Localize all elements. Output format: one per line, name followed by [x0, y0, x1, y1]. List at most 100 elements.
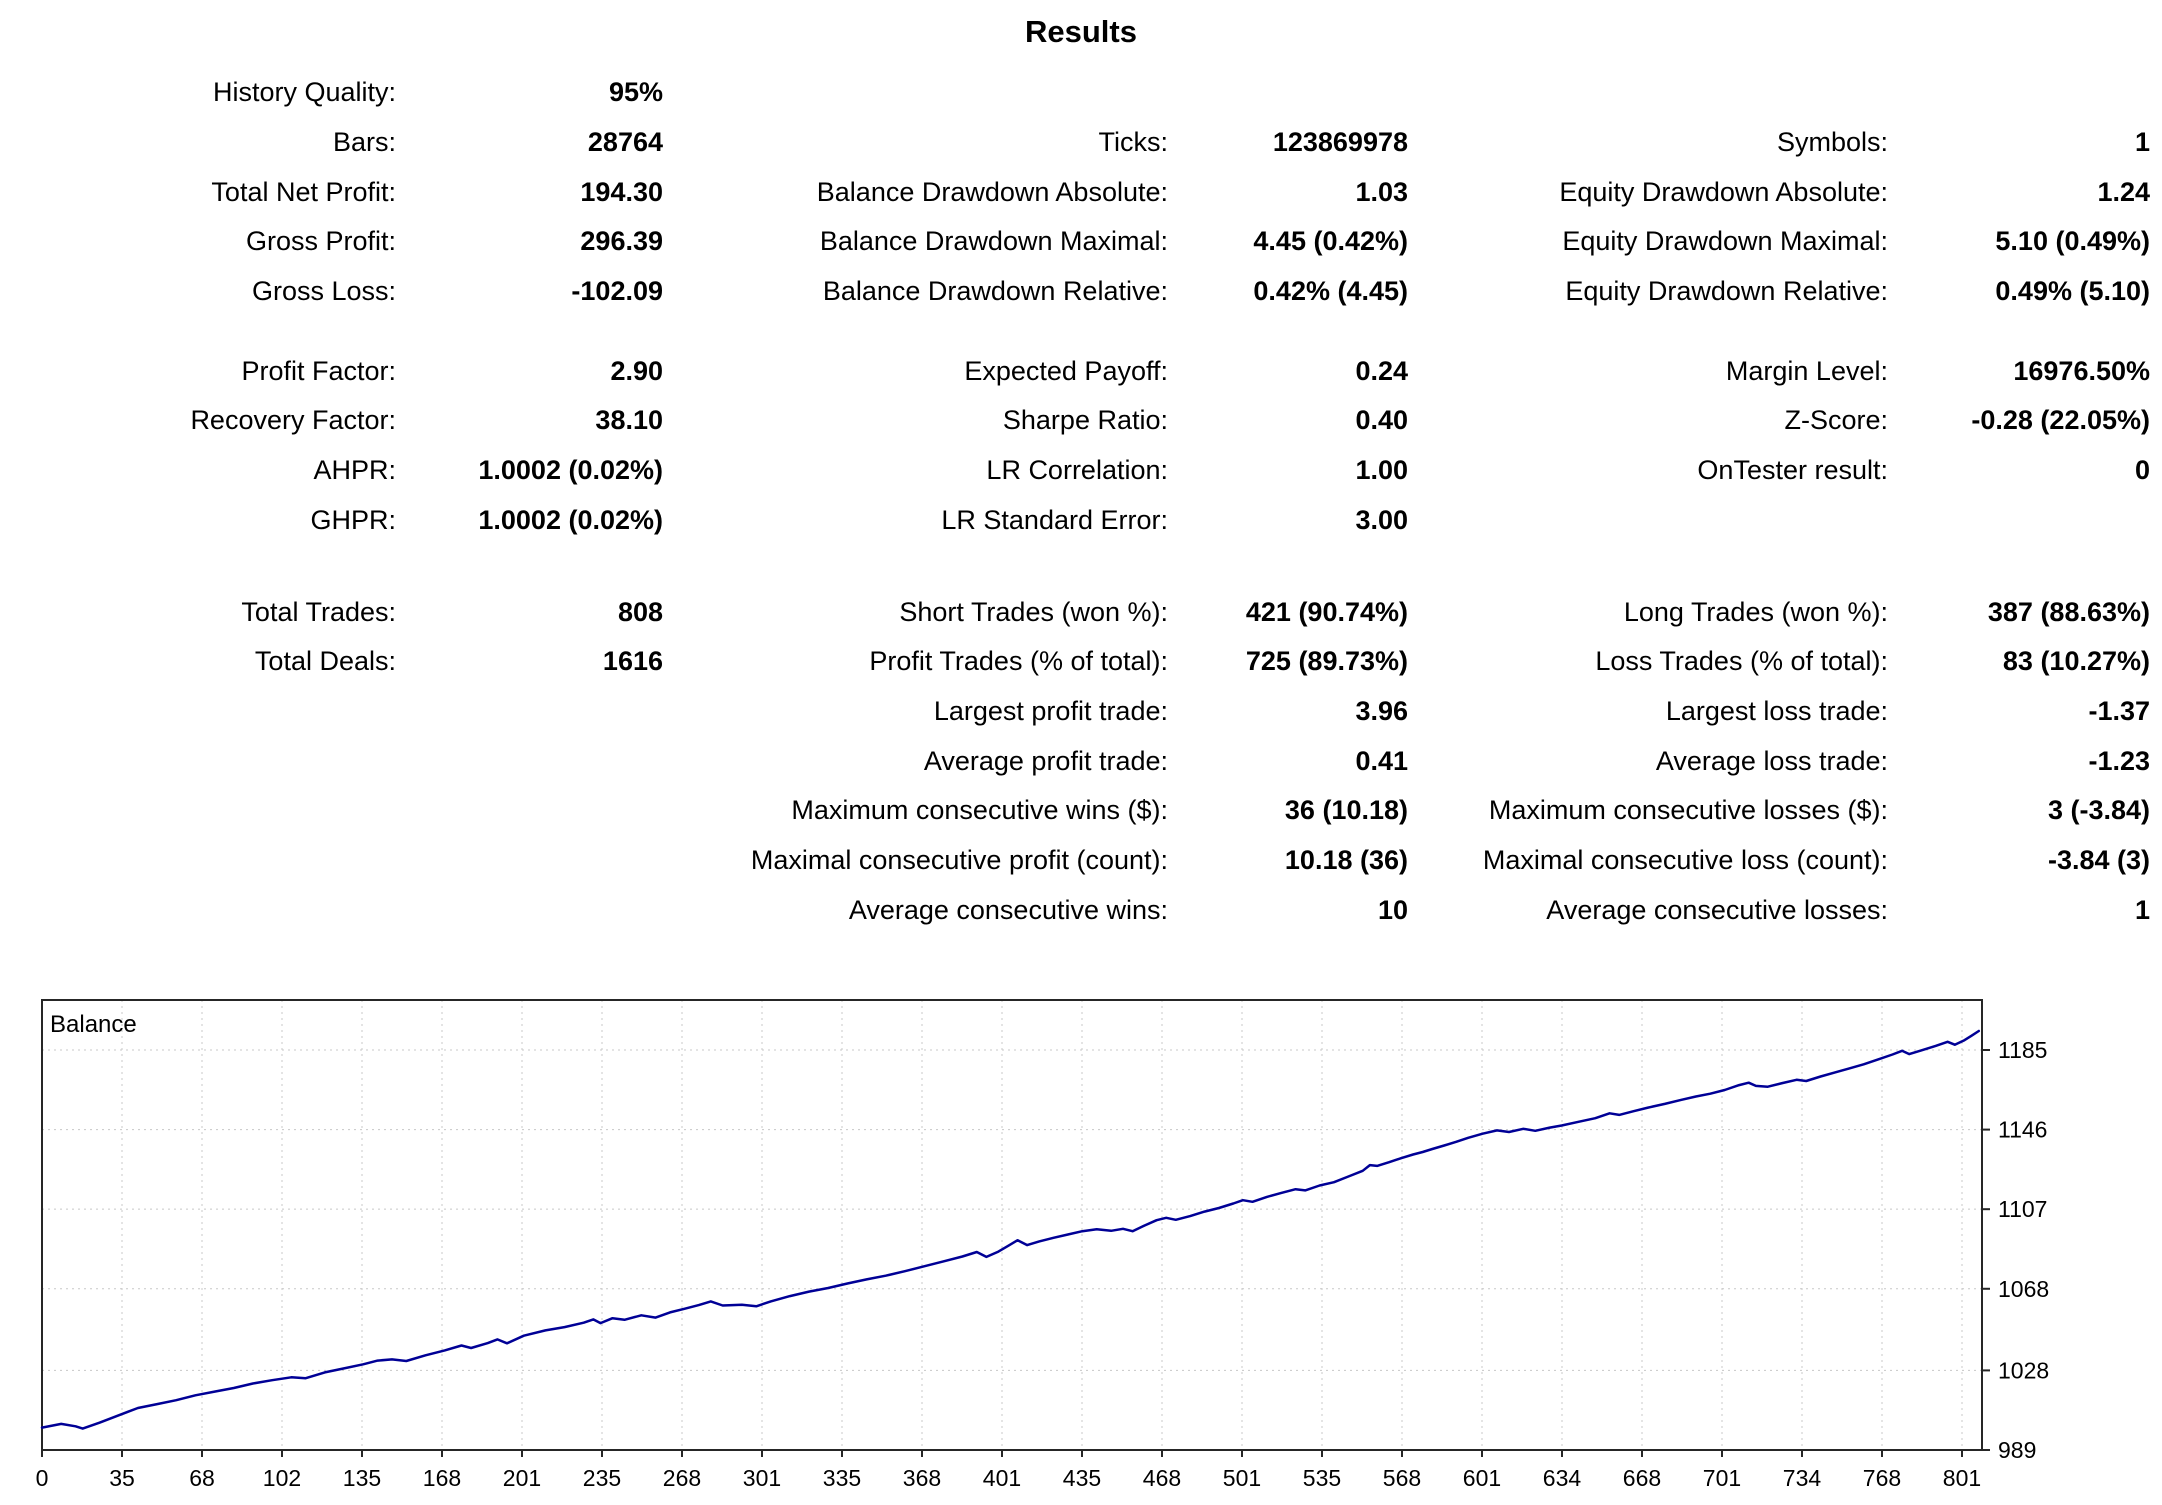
stats-row: Recovery Factor: 38.10 Sharpe Ratio: 0.40 Z-…: [0, 396, 2162, 446]
stat-label: Gross Profit:: [245, 226, 396, 257]
stat-value: 2.90: [610, 355, 663, 386]
stat-label: Average loss trade:: [1655, 745, 1888, 776]
stat-label: Largest loss trade:: [1665, 695, 1888, 726]
plot-border: [41, 999, 1983, 1451]
stats-row: GHPR: 1.0002 (0.02%) LR Standard Error: 3.0…: [0, 496, 2162, 546]
stat-label: Average profit trade:: [923, 745, 1168, 776]
stat-label: Long Trades (won %):: [1623, 596, 1888, 627]
stats-row: Largest profit trade: 3.96 Largest loss tr…: [0, 687, 2162, 737]
stat-label: Loss Trades (% of total):: [1595, 646, 1888, 677]
x-tick-label: 668: [1623, 1465, 1661, 1491]
stat-label: Maximal consecutive profit (count):: [750, 844, 1168, 875]
stat-label: Maximum consecutive wins ($):: [791, 795, 1168, 826]
stat-value: 4.45 (0.42%): [1253, 226, 1408, 257]
stat-value: 0.24: [1355, 355, 1408, 386]
stat-label: Balance Drawdown Maximal:: [819, 226, 1168, 257]
stat-value: -3.84 (3): [2047, 844, 2150, 875]
x-tick-label: 801: [1943, 1465, 1981, 1491]
stat-label: Balance Drawdown Absolute:: [816, 176, 1168, 207]
x-tick-label: 35: [109, 1465, 135, 1491]
stat-label: Average consecutive losses:: [1546, 894, 1888, 925]
stat-value: 808: [617, 596, 663, 627]
stat-label: Average consecutive wins:: [848, 894, 1168, 925]
x-tick-label: 368: [903, 1465, 941, 1491]
y-tick-label: 989: [1998, 1437, 2036, 1463]
stats-row: Total Deals: 1616 Profit Trades (% of tota…: [0, 637, 2162, 687]
stat-label: Sharpe Ratio:: [1002, 405, 1168, 436]
stat-value: 95%: [608, 77, 663, 108]
balance-chart: 0 35 68 102 135 168 201 235 268 301 335 368 401 435 46…: [0, 995, 2162, 1500]
stat-label: LR Standard Error:: [941, 504, 1168, 535]
balance-chart-svg: 0 35 68 102 135 168 201 235 268 301 335 368 401 435 46…: [36, 999, 2049, 1491]
stat-label: Expected Payoff:: [964, 355, 1168, 386]
stat-label: GHPR:: [310, 504, 396, 535]
stat-value: 0.42% (4.45): [1253, 276, 1408, 307]
y-tick-label: 1107: [1998, 1196, 2047, 1222]
x-tick-label: 168: [423, 1465, 461, 1491]
stat-label: Symbols:: [1776, 127, 1888, 158]
y-tick-label: 1028: [1998, 1357, 2049, 1383]
stats-row: History Quality: 95%: [0, 68, 2162, 118]
stats-row: Bars: 28764 Ticks: 123869978 Symbols: 1: [0, 118, 2162, 168]
x-tick-label: 268: [663, 1465, 701, 1491]
x-tick-label: 568: [1383, 1465, 1421, 1491]
x-tick-label: 734: [1783, 1465, 1822, 1491]
x-tick-label: 535: [1303, 1465, 1341, 1491]
stat-value: -1.37: [2088, 695, 2150, 726]
stat-label: Maximal consecutive loss (count):: [1482, 844, 1888, 875]
y-tick-label: 1068: [1998, 1276, 2049, 1302]
stat-value: 0.49% (5.10): [1995, 276, 2150, 307]
x-tick-label: 235: [583, 1465, 621, 1491]
stat-value: 725 (89.73%): [1245, 646, 1408, 677]
stat-value: 0.41: [1355, 745, 1408, 776]
stats-row: Total Trades: 808 Short Trades (won %): 421…: [0, 587, 2162, 637]
stat-label: Gross Loss:: [251, 276, 396, 307]
y-tick-label: 1185: [1998, 1037, 2047, 1063]
stat-label: History Quality:: [212, 77, 396, 108]
stat-value: 1.24: [2097, 176, 2150, 207]
stat-label: Ticks:: [1098, 127, 1169, 158]
x-tick-label: 701: [1703, 1465, 1741, 1491]
stats-group-spacer: [0, 545, 2162, 587]
stats-row: Gross Profit: 296.39 Balance Drawdown Maxi…: [0, 217, 2162, 267]
x-tick-label: 102: [263, 1465, 301, 1491]
stat-value: 1616: [602, 646, 663, 677]
stat-value: 1: [2134, 127, 2150, 158]
stat-value: 1.0002 (0.02%): [478, 504, 663, 535]
stat-value: 1.03: [1355, 176, 1408, 207]
stat-value: 387 (88.63%): [1987, 596, 2150, 627]
stat-value: 1.00: [1355, 455, 1408, 486]
stat-value: 28764: [587, 127, 663, 158]
stat-value: 0.40: [1355, 405, 1408, 436]
stat-label: Profit Trades (% of total):: [869, 646, 1168, 677]
y-tick-label: 1146: [1998, 1117, 2047, 1143]
stat-label: Balance Drawdown Relative:: [822, 276, 1168, 307]
stat-label: Equity Drawdown Maximal:: [1562, 226, 1888, 257]
stat-label: Total Trades:: [241, 596, 396, 627]
results-stats-table: History Quality: 95% Bars: 28764 Ticks: 12386…: [0, 68, 2162, 935]
stat-label: Profit Factor:: [241, 355, 396, 386]
stat-label: Bars:: [332, 127, 396, 158]
stat-value: 123869978: [1272, 127, 1408, 158]
x-tick-label: 301: [743, 1465, 781, 1491]
stat-value: 16976.50%: [2013, 355, 2150, 386]
stat-label: Total Deals:: [254, 646, 396, 677]
stat-value: 1: [2134, 894, 2150, 925]
stats-row: Average consecutive wins: 10 Average conse…: [0, 885, 2162, 935]
stat-value: 421 (90.74%): [1245, 596, 1408, 627]
stats-row: AHPR: 1.0002 (0.02%) LR Correlation: 1.00 On…: [0, 446, 2162, 496]
stat-value: -0.28 (22.05%): [1971, 405, 2150, 436]
stat-value: 5.10 (0.49%): [1995, 226, 2150, 257]
stat-label: Recovery Factor:: [190, 405, 396, 436]
x-tick-label: 634: [1543, 1465, 1582, 1491]
stat-value: 3 (-3.84): [2047, 795, 2150, 826]
stat-label: Z-Score:: [1784, 405, 1888, 436]
stat-label: AHPR:: [313, 455, 396, 486]
stat-label: Margin Level:: [1725, 355, 1888, 386]
x-tick-label: 468: [1143, 1465, 1181, 1491]
stat-value: -102.09: [571, 276, 663, 307]
chart-series-label: Balance: [50, 1011, 137, 1038]
page-title: Results: [1025, 14, 1137, 49]
stat-value: 10.18 (36): [1284, 844, 1408, 875]
stat-label: OnTester result:: [1697, 455, 1888, 486]
